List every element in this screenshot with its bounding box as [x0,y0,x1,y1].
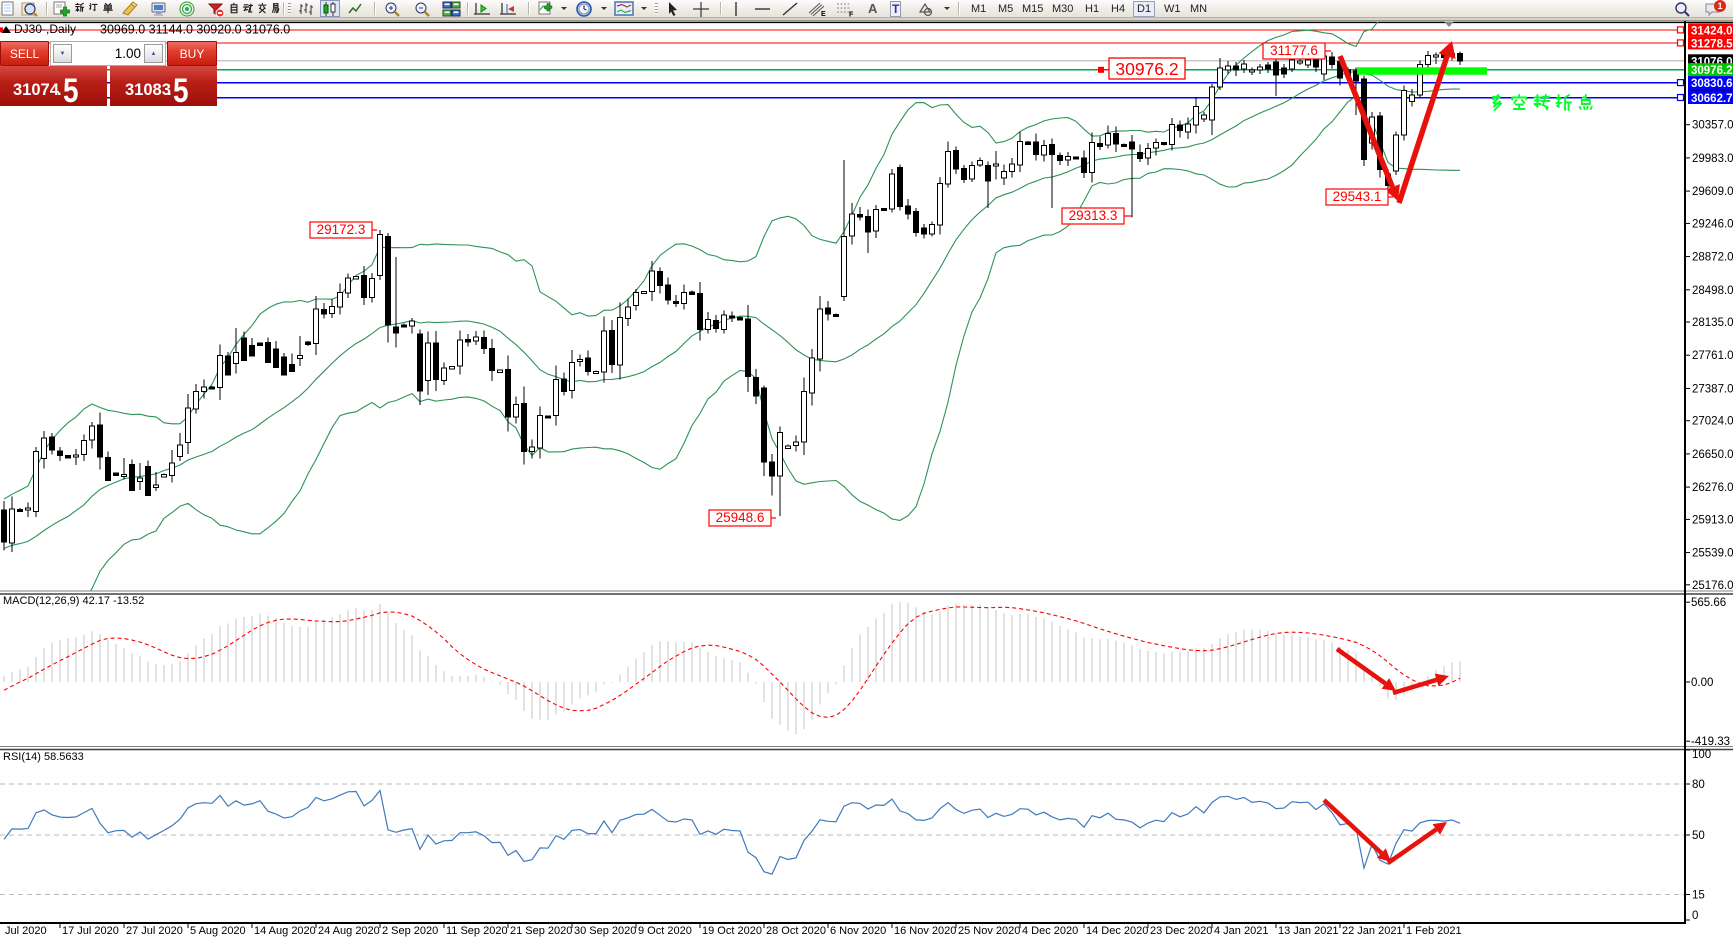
svg-text:29543.1: 29543.1 [1333,189,1382,204]
svg-text:RSI(14) 58.5633: RSI(14) 58.5633 [3,751,84,763]
svg-text:6 Nov 2020: 6 Nov 2020 [830,925,886,937]
svg-text:29609.0: 29609.0 [1692,186,1733,198]
svg-text:30976.2: 30976.2 [1691,65,1733,77]
svg-text:27 Jul 2020: 27 Jul 2020 [126,925,183,937]
svg-text:30969.0 31144.0 30920.0 31076.: 30969.0 31144.0 30920.0 31076.0 [100,23,290,37]
svg-text:21 Sep 2020: 21 Sep 2020 [510,925,572,937]
svg-text:28135.0: 28135.0 [1692,317,1733,329]
svg-text:27024.0: 27024.0 [1692,416,1733,428]
svg-text:17 Jul 2020: 17 Jul 2020 [62,925,119,937]
svg-text:50: 50 [1692,830,1705,842]
svg-text:16 Nov 2020: 16 Nov 2020 [894,925,956,937]
svg-text:F: F [849,12,854,18]
svg-text:27387.0: 27387.0 [1692,384,1733,396]
svg-text:24 Aug 2020: 24 Aug 2020 [318,925,380,937]
svg-text:Jul 2020: Jul 2020 [5,925,47,937]
svg-text:565.66: 565.66 [1691,597,1726,609]
svg-text:29983.0: 29983.0 [1692,153,1733,165]
svg-text:30976.2: 30976.2 [1115,59,1178,79]
svg-text:-419.33: -419.33 [1691,736,1730,748]
svg-text:26650.0: 26650.0 [1692,449,1733,461]
svg-text:E: E [821,11,826,17]
svg-text:25948.6: 25948.6 [716,510,765,525]
svg-text:30662.7: 30662.7 [1691,93,1733,105]
svg-text:28872.0: 28872.0 [1692,252,1733,264]
svg-text:25 Nov 2020: 25 Nov 2020 [958,925,1020,937]
svg-text:25176.0: 25176.0 [1692,580,1733,592]
svg-text:4 Dec 2020: 4 Dec 2020 [1022,925,1078,937]
svg-text:31177.6: 31177.6 [1270,43,1318,58]
svg-text:2 Sep 2020: 2 Sep 2020 [382,925,438,937]
svg-text:29313.3: 29313.3 [1069,208,1118,223]
svg-text:29246.0: 29246.0 [1692,218,1733,230]
svg-text:9 Oct 2020: 9 Oct 2020 [638,925,692,937]
svg-text:30357.0: 30357.0 [1692,120,1733,132]
svg-text:30 Sep 2020: 30 Sep 2020 [574,925,636,937]
svg-text:31278.5: 31278.5 [1691,38,1733,50]
svg-text:25539.0: 25539.0 [1692,548,1733,560]
svg-text:15: 15 [1692,890,1705,902]
svg-text:29172.3: 29172.3 [317,222,366,237]
svg-text:26276.0: 26276.0 [1692,482,1733,494]
svg-text:27761.0: 27761.0 [1692,350,1733,362]
svg-text:4 Jan 2021: 4 Jan 2021 [1214,925,1268,937]
svg-text:14 Dec 2020: 14 Dec 2020 [1086,925,1148,937]
svg-text:23 Dec 2020: 23 Dec 2020 [1150,925,1212,937]
svg-text:0.00: 0.00 [1691,677,1713,689]
svg-text:31424.0: 31424.0 [1691,25,1733,37]
svg-text:13 Jan 2021: 13 Jan 2021 [1278,925,1339,937]
svg-text:DJ30-,Daily: DJ30-,Daily [14,22,76,36]
svg-text:28498.0: 28498.0 [1692,285,1733,297]
svg-text:14 Aug 2020: 14 Aug 2020 [254,925,316,937]
svg-text:MACD(12,26,9) 42.17 -13.52: MACD(12,26,9) 42.17 -13.52 [3,595,144,607]
svg-text:5 Aug 2020: 5 Aug 2020 [190,925,246,937]
svg-text:19 Oct 2020: 19 Oct 2020 [702,925,762,937]
svg-text:25913.0: 25913.0 [1692,514,1733,526]
svg-text:1 Feb 2021: 1 Feb 2021 [1406,925,1462,937]
svg-text:0: 0 [1692,910,1698,922]
svg-text:11 Sep 2020: 11 Sep 2020 [446,925,508,937]
svg-text:28 Oct 2020: 28 Oct 2020 [766,925,826,937]
svg-text:22 Jan 2021: 22 Jan 2021 [1342,925,1403,937]
svg-text:30830.6: 30830.6 [1691,78,1733,90]
svg-text:80: 80 [1692,779,1705,791]
svg-text:100: 100 [1692,749,1711,761]
